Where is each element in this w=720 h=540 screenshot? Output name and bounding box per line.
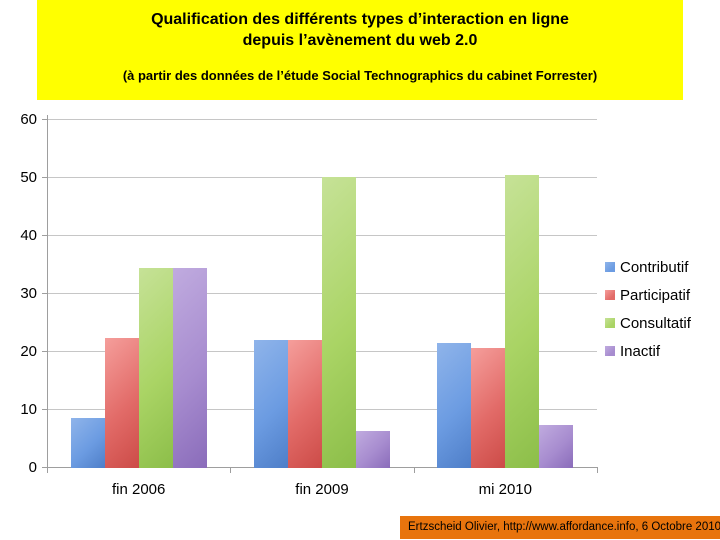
legend-marker-participatif <box>605 290 615 300</box>
y-tick-0 <box>42 467 47 468</box>
legend-item-inactif: Inactif <box>605 337 691 365</box>
title-box: Qualification des différents types d’int… <box>37 0 683 100</box>
y-axis-label-40: 40 <box>20 227 37 244</box>
credit-bar: Ertzscheid Olivier, http://www.affordanc… <box>400 516 720 539</box>
y-tick-10 <box>42 409 47 410</box>
legend-item-participatif: Participatif <box>605 281 691 309</box>
legend-item-contributif: Contributif <box>605 253 691 281</box>
y-tick-30 <box>42 293 47 294</box>
y-axis-label-30: 30 <box>20 285 37 302</box>
x-tick-3 <box>597 468 598 473</box>
x-tick-2 <box>413 468 415 473</box>
bar-participatif-fin-2009 <box>288 340 322 468</box>
y-axis-line <box>47 115 48 473</box>
y-tick-50 <box>42 177 47 178</box>
bar-participatif-fin-2006 <box>104 337 139 468</box>
bar-participatif-mi-2010 <box>471 347 506 468</box>
chart-title-line1: Qualification des différents types d’int… <box>151 11 569 28</box>
y-axis-label-0: 0 <box>28 459 37 476</box>
legend-item-consultatif: Consultatif <box>605 309 691 337</box>
x-axis-label-fin-2006: fin 2006 <box>111 481 166 498</box>
bar-contributif-mi-2010 <box>437 343 472 468</box>
y-axis-label-50: 50 <box>20 169 37 186</box>
x-tick-1 <box>230 468 232 473</box>
legend-marker-contributif <box>605 262 615 272</box>
x-axis-label-fin-2009: fin 2009 <box>295 481 349 498</box>
bar-contributif-fin-2009 <box>254 340 288 468</box>
legend-marker-consultatif <box>605 318 615 328</box>
y-tick-20 <box>42 351 47 352</box>
legend: Contributif Participatif Consultatif Inacti… <box>605 253 691 365</box>
bar-consultatif-fin-2009 <box>322 176 356 468</box>
credit-text: Ertzscheid Olivier, http://www.affordanc… <box>408 521 720 533</box>
chart-title-line2: depuis l’avènement du web 2.0 <box>242 32 478 49</box>
bar-inactif-fin-2006 <box>172 267 207 468</box>
y-axis-label-10: 10 <box>20 401 37 418</box>
bar-inactif-fin-2009 <box>356 430 390 468</box>
y-axis-label-60: 60 <box>20 111 37 128</box>
x-axis-label-mi-2010: mi 2010 <box>478 481 532 498</box>
legend-marker-inactif <box>605 346 615 356</box>
legend-label-consultatif: Consultatif <box>620 314 691 332</box>
x-tick-0 <box>47 468 48 473</box>
bar-contributif-fin-2006 <box>70 417 105 468</box>
gridline-60 <box>47 119 597 120</box>
legend-label-contributif: Contributif <box>620 258 689 276</box>
y-axis-label-20: 20 <box>20 343 37 360</box>
chart-subtitle: (à partir des données de l’étude Social … <box>122 68 598 83</box>
bar-consultatif-mi-2010 <box>505 175 540 468</box>
y-tick-40 <box>42 235 47 236</box>
legend-label-participatif: Participatif <box>620 286 691 304</box>
bar-inactif-mi-2010 <box>539 425 574 468</box>
legend-label-inactif: Inactif <box>620 342 661 360</box>
y-tick-60 <box>42 119 47 120</box>
bar-consultatif-fin-2006 <box>138 267 173 468</box>
